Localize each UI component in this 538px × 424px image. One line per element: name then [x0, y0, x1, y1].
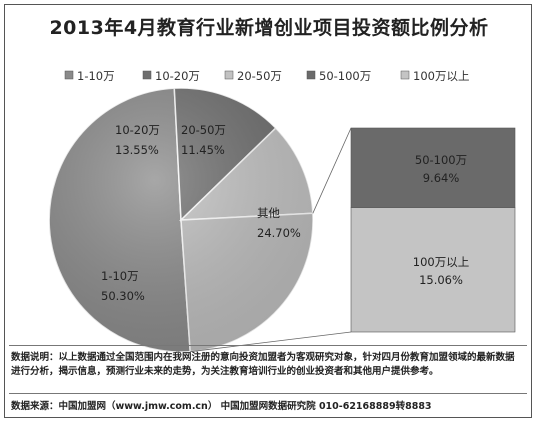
notes-divider-bottom	[9, 393, 527, 394]
pie-label-name: 10-20万	[115, 123, 160, 137]
breakout-label-name: 100万以上	[413, 255, 469, 269]
legend-item: 100万以上	[400, 69, 469, 83]
legend-label: 1-10万	[77, 69, 115, 83]
legend-item: 10-20万	[142, 69, 200, 83]
pie-label-value: 50.30%	[101, 289, 145, 303]
legend-item: 1-10万	[64, 69, 115, 83]
pie-label-value: 24.70%	[257, 226, 301, 240]
chart-title: 2013年4月教育行业新增创业项目投资额比例分析	[49, 17, 489, 39]
legend-swatch	[306, 70, 316, 80]
legend-item: 20-50万	[224, 69, 282, 83]
breakout-bar-100plus	[350, 207, 516, 333]
legend-label: 100万以上	[413, 69, 469, 83]
data-source: 数据来源：中国加盟网（www.jmw.com.cn） 中国加盟网数据研究院 01…	[11, 401, 432, 412]
data-notes: 数据说明：以上数据通过全国范围内在我网注册的意向投资加盟者为客观研究对象，针对四…	[11, 352, 515, 377]
breakout-label-value: 15.06%	[419, 273, 463, 287]
legend-label: 20-50万	[237, 69, 282, 83]
legend-swatch	[224, 70, 234, 80]
pie-label-name: 20-50万	[181, 123, 226, 137]
connector-line	[312, 127, 352, 214]
pie-label-value: 11.45%	[181, 143, 225, 157]
legend-label: 10-20万	[155, 69, 200, 83]
breakout-label-name: 50-100万	[415, 153, 467, 167]
legend-item: 50-100万	[306, 69, 371, 83]
legend-swatch	[400, 70, 410, 80]
breakout-label-value: 9.64%	[423, 171, 460, 185]
pie-label-value: 13.55%	[115, 143, 159, 157]
breakout-bar-50-100	[350, 127, 516, 208]
pie-label-name: 1-10万	[101, 269, 139, 283]
legend-label: 50-100万	[319, 69, 371, 83]
legend-swatch	[64, 70, 74, 80]
legend-swatch	[142, 70, 152, 80]
chart-frame: 2013年4月教育行业新增创业项目投资额比例分析 1-10万 10-20万 20-5…	[4, 4, 532, 418]
notes-divider-top	[9, 345, 527, 346]
pie-label-name: 其他	[257, 206, 280, 220]
connector-line	[190, 331, 352, 353]
